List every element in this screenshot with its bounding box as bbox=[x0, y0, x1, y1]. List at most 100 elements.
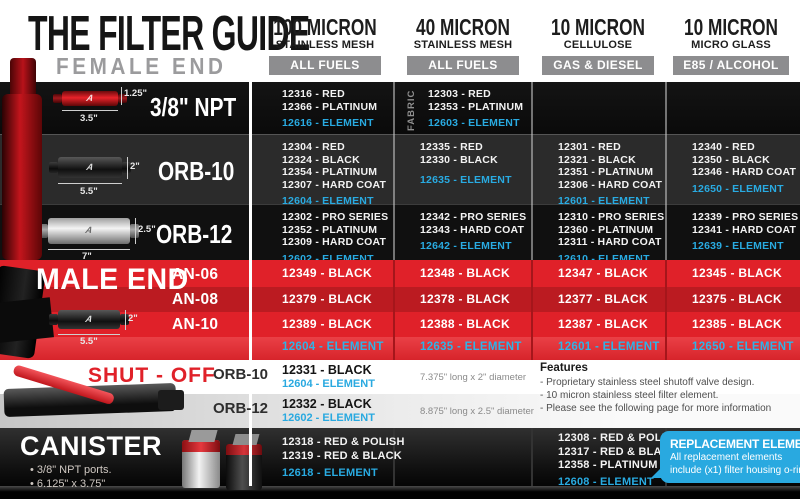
filter-cell: 12318 - RED & POLISH 12319 - RED & BLACK … bbox=[282, 436, 405, 480]
part-list: 12316 - RED 12366 - PLATINUM bbox=[282, 88, 377, 113]
part-list: 12308 - RED & POLISH 12317 - RED & BLACK 1… bbox=[558, 432, 681, 473]
black-canister-image bbox=[226, 444, 262, 455]
part-number: 12388 - BLACK bbox=[420, 317, 510, 331]
element-number: 12602 - ELEMENT bbox=[282, 412, 375, 424]
callout-line: All replacement elements bbox=[670, 452, 783, 463]
dim-line bbox=[121, 87, 122, 105]
column-divider bbox=[665, 260, 667, 360]
part-line: 12302 - PRO SERIES bbox=[282, 211, 389, 223]
filter-cell: 12301 - RED 12321 - BLACK 12351 - PLATINUM… bbox=[558, 141, 662, 208]
dim-line bbox=[127, 157, 128, 179]
element-number: 12604 - ELEMENT bbox=[282, 341, 384, 353]
part-number: 12332 - BLACK bbox=[282, 397, 372, 411]
dim-line bbox=[58, 183, 122, 184]
dim-line bbox=[125, 310, 126, 330]
part-number: 12385 - BLACK bbox=[692, 317, 782, 331]
part-line: 12318 - RED & POLISH bbox=[282, 436, 405, 448]
canister-title: CANISTER bbox=[20, 431, 163, 461]
feature-line: - Proprietary stainless steel shutoff va… bbox=[540, 377, 755, 388]
female-end-subtitle: FEMALE END bbox=[56, 53, 227, 79]
dim-height: 2" bbox=[128, 313, 138, 324]
column-divider bbox=[393, 260, 395, 360]
part-line: 12350 - BLACK bbox=[692, 153, 770, 166]
male-end-row-elements bbox=[0, 337, 800, 360]
part-list: 12339 - PRO SERIES 12341 - HARD COAT bbox=[692, 211, 798, 236]
part-line: 12330 - BLACK bbox=[420, 153, 498, 166]
part-line: 12304 - RED bbox=[282, 141, 345, 153]
male-filter-icon: A bbox=[58, 310, 120, 329]
bullet-line: • 3/8" NPT ports. bbox=[30, 464, 112, 476]
canister-bracket-image bbox=[188, 430, 218, 442]
part-line: 12343 - HARD COAT bbox=[420, 223, 525, 236]
part-line: 12335 - RED bbox=[420, 141, 483, 153]
column-divider bbox=[393, 82, 395, 260]
dim-line bbox=[48, 249, 130, 250]
filter-cell: 12310 - PRO SERIES 12360 - PLATINUM 12311 … bbox=[558, 211, 664, 265]
part-line: 12339 - PRO SERIES bbox=[692, 211, 799, 223]
dim-width: 5.5" bbox=[80, 336, 98, 347]
aeromotive-logo-icon: A bbox=[84, 225, 94, 236]
part-list: 12302 - PRO SERIES 12352 - PLATINUM 12309 … bbox=[282, 211, 388, 249]
part-list: 12303 - RED 12353 - PLATINUM bbox=[428, 88, 523, 113]
size-note: 8.875" long x 2.5" diameter bbox=[420, 406, 534, 417]
elem-line: 12618 - ELEMENT bbox=[282, 467, 378, 479]
elem-line: 12608 - ELEMENT bbox=[558, 475, 654, 488]
elem-line: 12642 - ELEMENT bbox=[420, 240, 512, 252]
page-title: THE FILTER GUIDE bbox=[28, 5, 310, 61]
part-line: 12366 - PLATINUM bbox=[282, 100, 378, 113]
shutoff-title: SHUT - OFF bbox=[88, 364, 216, 387]
column-divider bbox=[531, 82, 533, 260]
filter-cell: 12302 - PRO SERIES 12352 - PLATINUM 12309 … bbox=[282, 211, 388, 265]
element-list: 12616 - ELEMENT bbox=[282, 117, 377, 130]
elem-line: 12616 - ELEMENT bbox=[282, 117, 374, 129]
micron-label: 40 MICRON bbox=[416, 14, 510, 40]
element-number: 12635 - ELEMENT bbox=[420, 341, 522, 353]
element-number: 12650 - ELEMENT bbox=[692, 341, 794, 353]
element-number: 12604 - ELEMENT bbox=[282, 378, 375, 390]
part-line: 12309 - HARD COAT bbox=[282, 236, 387, 248]
part-list: 12318 - RED & POLISH 12319 - RED & BLACK bbox=[282, 436, 405, 463]
column-header-100-micron: 100 MICRON STAINLESS MESH ALL FUELS bbox=[255, 14, 395, 75]
part-line: 12342 - PRO SERIES bbox=[420, 211, 527, 223]
black-filter-icon: A bbox=[58, 157, 122, 178]
media-label: STAINLESS MESH bbox=[275, 39, 375, 51]
part-line: 12341 - HARD COAT bbox=[692, 223, 797, 236]
dim-line bbox=[62, 110, 118, 111]
fuel-badge: ALL FUELS bbox=[407, 56, 519, 75]
element-list: 12650 - ELEMENT bbox=[692, 183, 796, 196]
dim-height: 2" bbox=[130, 161, 140, 172]
filter-cell: 12339 - PRO SERIES 12341 - HARD COAT 1263… bbox=[692, 211, 798, 253]
row-label-npt: 3/8" NPT bbox=[150, 92, 237, 122]
part-line: 12316 - RED bbox=[282, 88, 345, 100]
part-number: 12387 - BLACK bbox=[558, 317, 648, 331]
element-list: 12639 - ELEMENT bbox=[692, 240, 798, 253]
row-orb10: A 2" 5.5" ORB-10 12304 - RED 12324 - BLAC… bbox=[0, 134, 800, 220]
column-divider bbox=[665, 82, 667, 260]
dim-height: 2.5" bbox=[138, 224, 156, 235]
part-line: 12360 - PLATINUM bbox=[558, 223, 654, 236]
silver-filter-icon: A bbox=[48, 218, 130, 244]
part-line: 12310 - PRO SERIES bbox=[558, 211, 665, 223]
part-number: 12349 - BLACK bbox=[282, 266, 372, 280]
element-list: 12635 - ELEMENT bbox=[420, 174, 512, 187]
part-line: 12311 - HARD COAT bbox=[558, 236, 662, 248]
part-line: 12351 - PLATINUM bbox=[558, 166, 654, 178]
dim-line bbox=[58, 334, 120, 335]
column-divider bbox=[393, 428, 395, 486]
part-line: 12307 - HARD COAT bbox=[282, 178, 387, 191]
part-number: 12377 - BLACK bbox=[558, 292, 648, 306]
aeromotive-logo-icon: A bbox=[85, 92, 95, 103]
element-number: 12601 - ELEMENT bbox=[558, 341, 660, 353]
callout-text: All replacement elements include (x1) fil… bbox=[670, 452, 800, 477]
part-line: 12308 - RED & POLISH bbox=[558, 432, 681, 444]
features-list: - Proprietary stainless steel shutoff va… bbox=[540, 376, 771, 415]
part-list: 12342 - PRO SERIES 12343 - HARD COAT bbox=[420, 211, 526, 236]
elem-line: 12635 - ELEMENT bbox=[420, 174, 512, 186]
part-list: 12304 - RED 12324 - BLACK 12354 - PLATINUM… bbox=[282, 141, 411, 191]
filter-cell: 12316 - RED 12366 - PLATINUM 12616 - ELEM… bbox=[282, 88, 377, 130]
media-label: CELLULOSE bbox=[563, 39, 633, 51]
part-line: 12352 - PLATINUM bbox=[282, 223, 378, 236]
row-label-orb10: ORB-10 bbox=[158, 156, 235, 186]
